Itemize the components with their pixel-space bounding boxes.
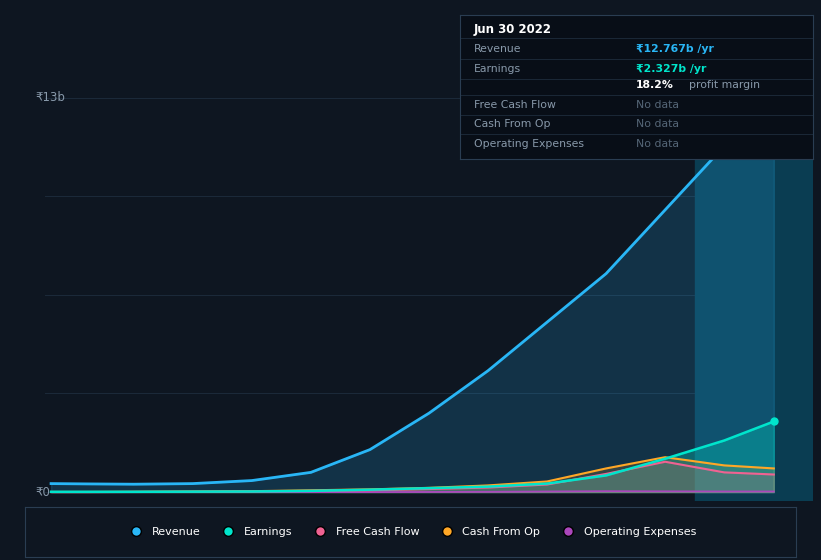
Text: Jun 30 2022: Jun 30 2022 xyxy=(474,23,552,36)
Text: ₹0: ₹0 xyxy=(35,486,51,498)
Text: ₹13b: ₹13b xyxy=(35,91,66,104)
Legend: Revenue, Earnings, Free Cash Flow, Cash From Op, Operating Expenses: Revenue, Earnings, Free Cash Flow, Cash … xyxy=(121,522,700,542)
Text: Operating Expenses: Operating Expenses xyxy=(474,139,584,149)
Text: No data: No data xyxy=(636,139,679,149)
Text: profit margin: profit margin xyxy=(690,80,760,90)
Bar xyxy=(695,67,813,501)
Text: 18.2%: 18.2% xyxy=(636,80,674,90)
Text: Earnings: Earnings xyxy=(474,64,521,74)
Text: Cash From Op: Cash From Op xyxy=(474,119,550,129)
Text: Free Cash Flow: Free Cash Flow xyxy=(474,100,556,110)
Text: Revenue: Revenue xyxy=(474,44,521,54)
Text: ₹2.327b /yr: ₹2.327b /yr xyxy=(636,64,707,74)
Text: No data: No data xyxy=(636,119,679,129)
Text: No data: No data xyxy=(636,100,679,110)
Text: ₹12.767b /yr: ₹12.767b /yr xyxy=(636,44,714,54)
